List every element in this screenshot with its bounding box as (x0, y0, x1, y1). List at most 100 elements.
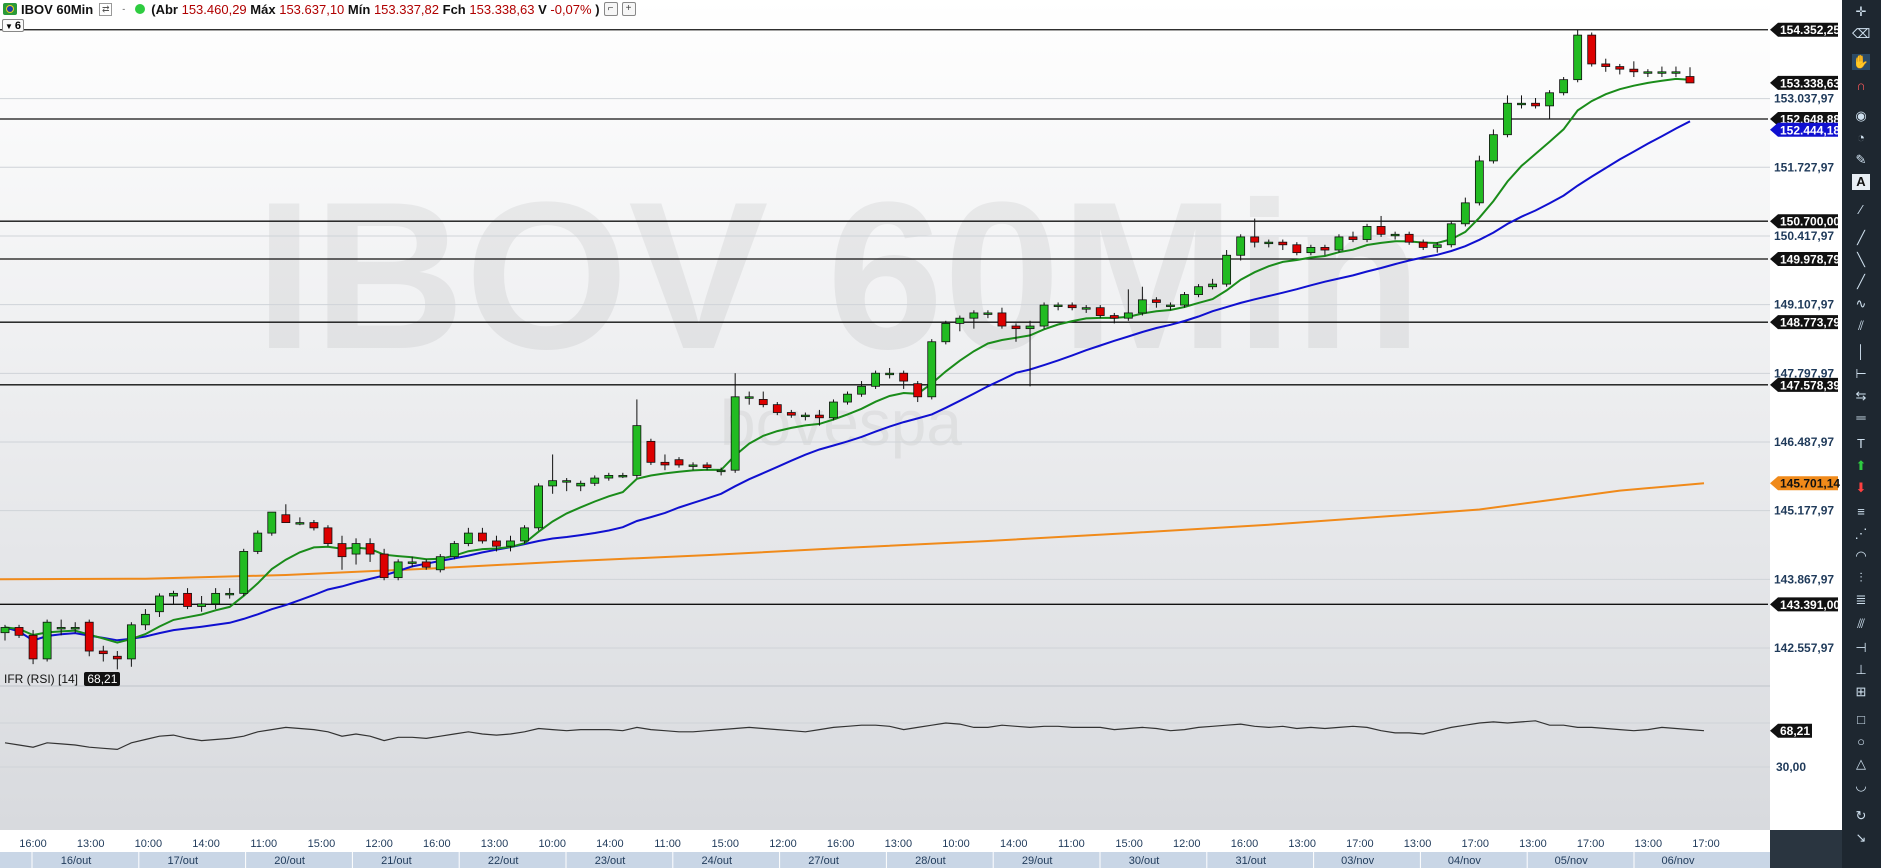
candle (1109, 315, 1119, 319)
candle (169, 592, 178, 597)
time-tick-label: 13:00 (1519, 838, 1547, 850)
arc-icon[interactable]: ◡ (1855, 778, 1867, 793)
date-label: 31/out (1236, 855, 1267, 867)
date-label: 16/out (61, 855, 92, 867)
date-label: 22/out (488, 855, 519, 867)
time-tick-label: 11:00 (654, 838, 681, 850)
candle (1587, 34, 1597, 65)
drawing-toolbar: ✛ ⌫ ✋ ∩ ◉ ◔ ✎ A ⁄ ╱ ╲ ╱ ∿ ⫽ │ ⊢ ⇆ ═ T ⬆ … (1842, 0, 1881, 868)
arrow-down-icon[interactable]: ⬇ (1855, 480, 1867, 495)
rsi-label: IFR (RSI) [14] (4, 672, 79, 686)
candle (632, 425, 642, 476)
candle (506, 540, 515, 547)
ruler-icon[interactable]: ↘ (1855, 830, 1867, 845)
ellipse-icon[interactable]: ○ (1857, 734, 1865, 749)
pencil-icon[interactable]: ✎ (1855, 152, 1867, 167)
candle (660, 461, 670, 466)
zigzag-icon[interactable]: ∿ (1855, 296, 1867, 311)
fib-fan-icon[interactable]: ⋰ (1854, 526, 1868, 541)
close-paren: ) (595, 1, 600, 17)
horizontal-lines[interactable] (0, 29, 1768, 605)
candles (0, 29, 1695, 670)
candle (84, 621, 94, 652)
candle (871, 372, 880, 387)
horizontal-ray-icon[interactable]: ⊢ (1855, 366, 1867, 381)
hand-icon[interactable]: ✋ (1852, 54, 1870, 70)
price-tag (1770, 377, 1838, 392)
eye-icon[interactable]: ◉ (1855, 108, 1867, 123)
rsi-panel: 68,21 30,00 (0, 685, 1812, 774)
triangle-icon[interactable]: △ (1856, 756, 1866, 771)
replay-icon[interactable]: ↻ (1855, 808, 1867, 823)
date-label: 30/out (1129, 855, 1160, 867)
lock-icon[interactable]: ◔ (1857, 130, 1865, 145)
date-range-icon[interactable]: ⊞ (1855, 684, 1867, 699)
candle (1039, 304, 1049, 327)
vertical-line-icon[interactable]: │ (1856, 344, 1866, 359)
add-indicator-button[interactable]: + (621, 2, 636, 16)
time-tick-label: 11:00 (250, 838, 277, 850)
candle (1081, 307, 1091, 310)
candle (112, 655, 122, 660)
extended-line-icon[interactable]: ╱ (1857, 274, 1865, 289)
candle (590, 477, 600, 484)
time-tick-label: 15:00 (1115, 838, 1143, 850)
arrow-up-icon[interactable]: ⬆ (1855, 458, 1867, 473)
rectangle-icon[interactable]: □ (1857, 712, 1865, 727)
candle (449, 543, 459, 558)
channel-icon[interactable]: ⫽ (1858, 318, 1864, 333)
axis-corner (1770, 830, 1842, 868)
fib-projection-icon[interactable]: ≣ (1855, 592, 1867, 607)
time-tick-label: 12:00 (1173, 838, 1201, 850)
candle (1348, 236, 1358, 240)
expand-button[interactable]: ⌐ (603, 2, 618, 16)
fib-arc-icon[interactable]: ◠ (1855, 548, 1867, 563)
candle (1460, 202, 1470, 225)
time-tick-label: 17:00 (1461, 838, 1489, 850)
eraser-icon[interactable]: ⌫ (1852, 26, 1871, 41)
rsi-value: 68,21 (84, 672, 121, 686)
date-label: 03/nov (1341, 855, 1375, 867)
candle (548, 480, 558, 487)
horizontal-line-icon[interactable]: ═ (1856, 410, 1866, 425)
brush-icon[interactable]: ⁄ (1859, 202, 1863, 217)
candle (1376, 226, 1386, 235)
date-label: 28/out (915, 855, 946, 867)
price-tick-label: 142.557,97 (1774, 641, 1834, 655)
fibonacci-icon[interactable]: ≡ (1857, 504, 1865, 519)
magnet-icon[interactable]: ∩ (1856, 78, 1866, 93)
text-tool-icon[interactable]: A (1852, 174, 1870, 190)
time-tick-label: 11:00 (1058, 838, 1085, 850)
price-tick-label: 143.867,97 (1774, 572, 1834, 586)
rsi-value-tag (1770, 723, 1812, 738)
price-tick-label: 147.797,97 (1774, 366, 1834, 380)
time-tick-label: 10:00 (135, 838, 163, 850)
symbol-title[interactable]: IBOV 60Min (21, 1, 94, 17)
candle (1643, 71, 1653, 74)
measure-icon[interactable]: ⇆ (1855, 388, 1867, 403)
text-icon[interactable]: T (1857, 436, 1865, 451)
minus-button[interactable]: - (122, 3, 126, 14)
crosshair-icon[interactable]: ✛ (1855, 4, 1867, 19)
fib-channel-icon[interactable]: ⫻ (1857, 616, 1865, 631)
price-range-icon[interactable]: ⊥ (1855, 662, 1867, 677)
price-chart[interactable]: IBOV 60Min bovespa 153.037,97151.727,971… (0, 0, 1842, 868)
trendline-icon[interactable]: ╱ (1857, 230, 1865, 245)
candle (435, 556, 445, 571)
ray-icon[interactable]: ╲ (1857, 252, 1865, 267)
chevron-down-icon: ▼ (5, 22, 13, 31)
candle (969, 312, 979, 319)
date-label: 27/out (808, 855, 839, 867)
period-dropdown[interactable]: ▼ 6 (2, 19, 24, 32)
horizontal-line-label: 150.700,00 (1780, 215, 1840, 229)
horizontal-line-label: 149.978,79 (1780, 252, 1840, 266)
candle (1222, 254, 1232, 285)
date-strip (0, 852, 1770, 868)
gann-icon[interactable]: ⊣ (1855, 640, 1867, 655)
candle (351, 543, 361, 555)
candle (983, 312, 993, 315)
candle (267, 511, 277, 534)
fib-time-icon[interactable]: ⫶ (1859, 570, 1863, 585)
link-icon[interactable]: ⇄ (99, 2, 113, 16)
candle (1278, 241, 1288, 246)
